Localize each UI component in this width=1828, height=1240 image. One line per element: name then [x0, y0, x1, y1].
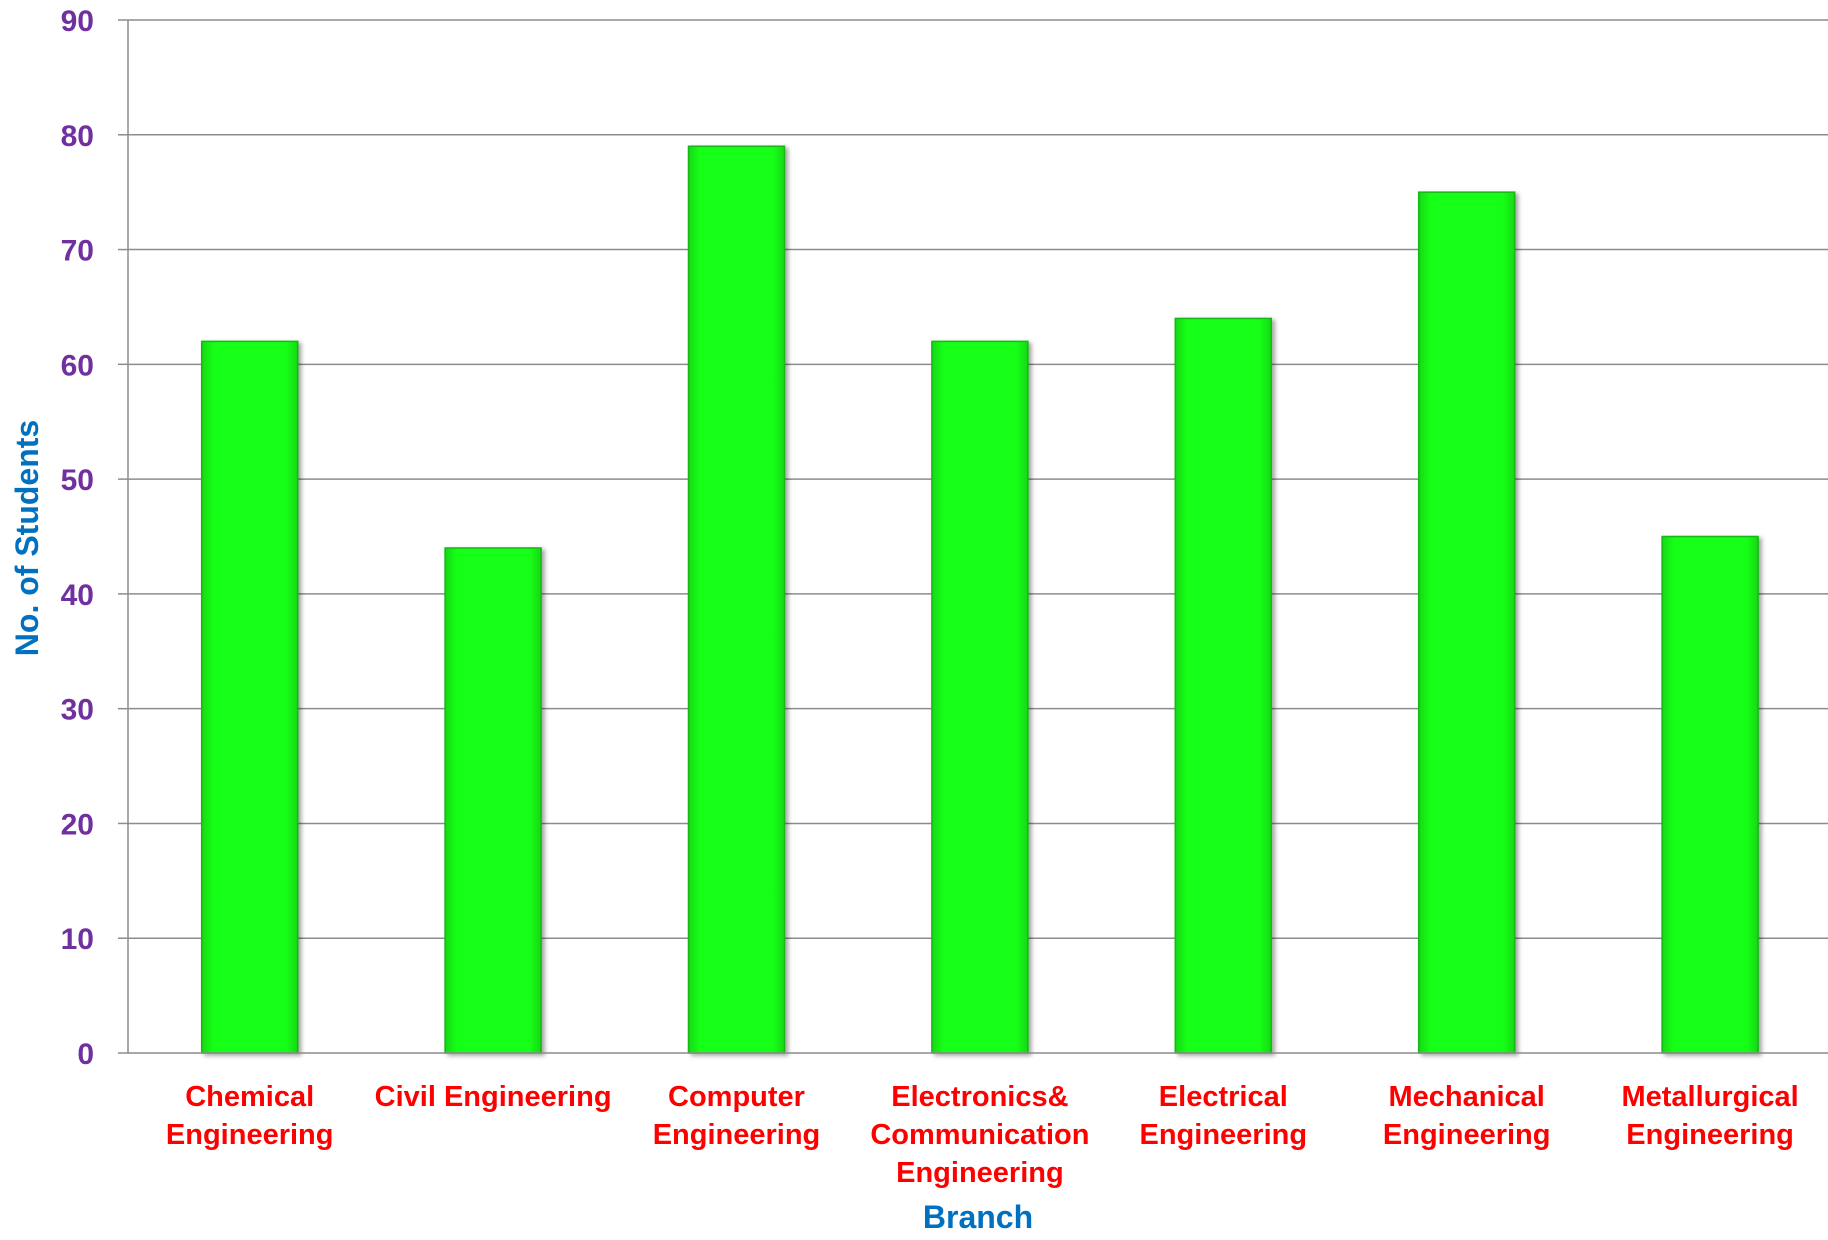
x-tick-label-line: Civil Engineering [375, 1081, 612, 1113]
x-axis-title: Branch [923, 1199, 1033, 1235]
x-tick-label-line: Engineering [653, 1119, 821, 1151]
x-tick-label-line: Engineering [896, 1157, 1064, 1189]
bar [1417, 191, 1516, 1054]
x-tick-labels: Chemical Engineering Civil Engineering Comp… [166, 1081, 1799, 1189]
bar [200, 340, 299, 1054]
y-tick-label: 30 [61, 694, 94, 727]
x-tick-label-line: Chemical [185, 1081, 314, 1113]
bar [687, 145, 786, 1054]
x-tick-label: Civil Engineering [375, 1081, 612, 1113]
x-tick-label: Electronics& Communication Engineering [870, 1081, 1089, 1189]
x-tick-label: Chemical Engineering [166, 1081, 334, 1151]
bar [1661, 535, 1759, 1054]
x-tick-label-line: Engineering [1140, 1119, 1308, 1151]
bar [1174, 317, 1273, 1054]
x-tick-label-line: Electronics& [891, 1081, 1068, 1113]
x-tick-label: Electrical Engineering [1140, 1081, 1308, 1151]
x-tick-label: Computer Engineering [653, 1081, 821, 1151]
y-tick-label: 50 [61, 464, 94, 497]
x-tick-label-line: Electrical [1159, 1081, 1288, 1113]
y-tick-label: 20 [61, 808, 94, 841]
x-tick-label-line: Engineering [1383, 1119, 1551, 1151]
x-tick-label-line: Communication [870, 1119, 1089, 1151]
y-tick-label: 70 [61, 235, 94, 268]
y-axis-title: No. of Students [9, 420, 45, 656]
bar [931, 340, 1029, 1054]
bars [200, 145, 1759, 1054]
axes [127, 20, 1828, 1054]
y-tick-label: 0 [77, 1038, 94, 1071]
x-tick-label: Metallurgical Engineering [1621, 1081, 1798, 1151]
x-tick-label-line: Mechanical [1389, 1081, 1545, 1113]
y-tick-label: 60 [61, 349, 94, 382]
x-tick-label-line: Engineering [166, 1119, 334, 1151]
x-tick-label-line: Computer [668, 1081, 805, 1113]
x-tick-label-line: Metallurgical [1621, 1081, 1798, 1113]
y-tick-labels: 0 10 20 30 40 50 60 70 80 90 [61, 5, 94, 1071]
x-tick-label-line: Engineering [1626, 1119, 1794, 1151]
x-tick-label: Mechanical Engineering [1383, 1081, 1551, 1151]
y-tick-label: 40 [61, 579, 94, 612]
y-tick-label: 90 [61, 5, 94, 38]
y-tick-label: 10 [61, 923, 94, 956]
y-tick-label: 80 [61, 120, 94, 153]
bar [444, 547, 542, 1054]
